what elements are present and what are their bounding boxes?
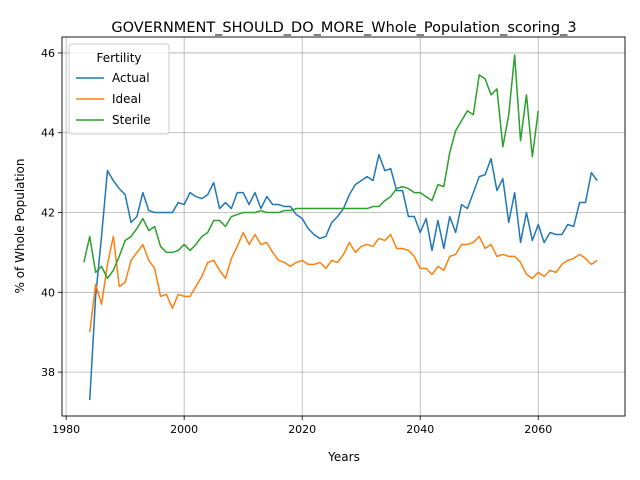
- x-tick-label: 1980: [52, 423, 80, 436]
- chart-title: GOVERNMENT_SHOULD_DO_MORE_Whole_Populati…: [111, 20, 576, 36]
- y-tick-label: 38: [41, 366, 55, 379]
- legend-label-sterile: Sterile: [112, 113, 151, 127]
- y-tick-label: 40: [41, 286, 55, 299]
- y-tick-label: 42: [41, 207, 55, 220]
- series-line-ideal: [88, 231, 598, 333]
- legend-label-actual: Actual: [112, 71, 150, 85]
- legend-box: [68, 43, 170, 135]
- series-lines: [83, 54, 598, 401]
- x-axis-label: Years: [327, 450, 360, 464]
- plot-area-frame: [61, 36, 626, 417]
- series-line-sterile: [83, 54, 539, 280]
- x-tick-label: 2000: [170, 423, 198, 436]
- legend: Fertility Actual Ideal Sterile: [68, 43, 170, 135]
- y-tick-label: 46: [41, 47, 55, 60]
- y-axis-label: % of Whole Population: [13, 159, 27, 294]
- x-tick-label: 2040: [406, 423, 434, 436]
- legend-label-ideal: Ideal: [112, 92, 141, 106]
- x-tick-label: 2060: [524, 423, 552, 436]
- axis-ticks: 1980 2000 2020 2040 2060 38 40 42 44 46: [41, 47, 552, 436]
- y-tick-label: 44: [41, 127, 55, 140]
- x-tick-label: 2020: [288, 423, 316, 436]
- legend-title: Fertility: [96, 51, 141, 65]
